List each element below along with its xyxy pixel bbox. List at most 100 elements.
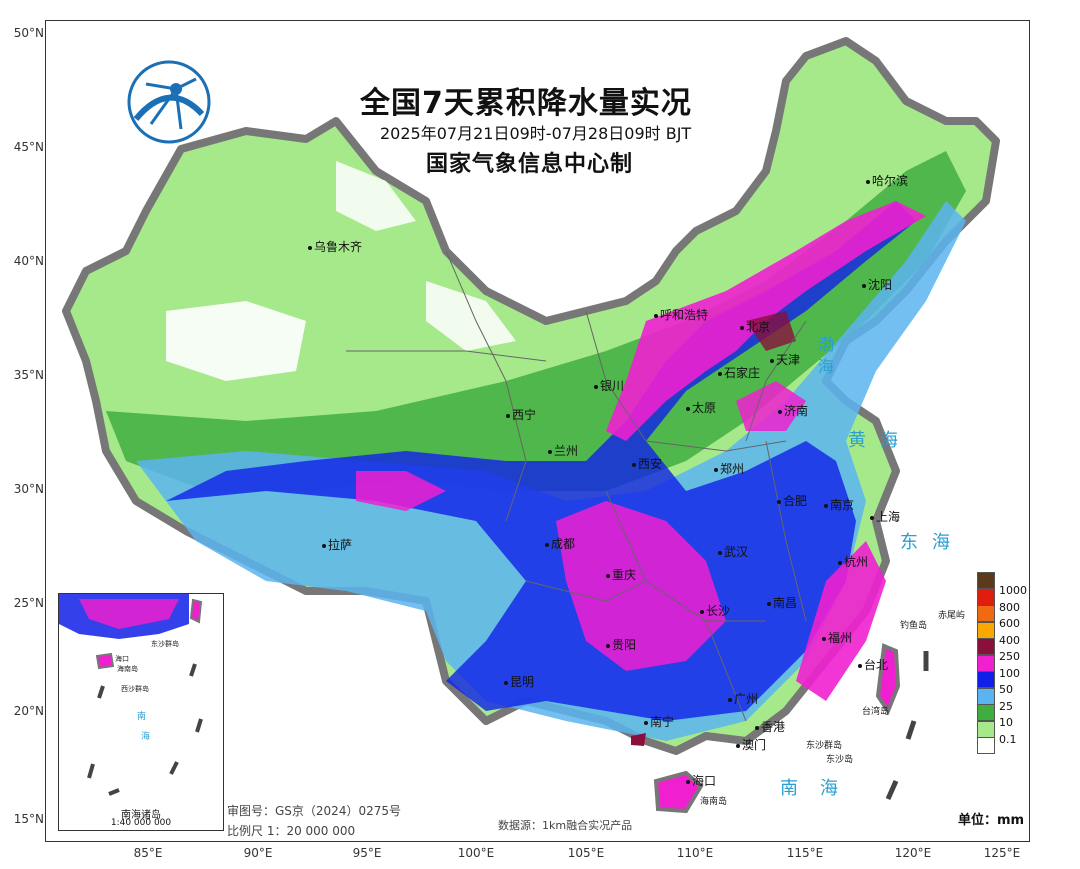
lon-tick-90: 90°E xyxy=(243,846,273,860)
city-label: 杭州 xyxy=(838,553,868,570)
sea-label: 南海 xyxy=(780,778,860,799)
city-label: 郑州 xyxy=(714,460,744,477)
inset-label: 海南岛 xyxy=(117,665,138,673)
legend-swatch xyxy=(977,621,995,639)
city-label: 广州 xyxy=(728,690,758,707)
inset-label: 东沙群岛 xyxy=(151,640,179,648)
legend-swatch xyxy=(977,720,995,738)
legend-label: 1000 xyxy=(999,584,1027,597)
inset-label: 海口 xyxy=(115,655,129,663)
legend-swatch xyxy=(977,704,995,721)
rain-100-250 xyxy=(556,501,726,671)
island-label: 海南岛 xyxy=(700,797,728,807)
city-label: 济南 xyxy=(778,402,808,419)
island-label: 东沙岛 xyxy=(826,755,854,765)
island-label: 东沙群岛 xyxy=(806,741,843,751)
rain-250-400 xyxy=(631,733,646,746)
unit-label: 单位：mm xyxy=(958,813,1025,828)
sea-label: 黄海 xyxy=(848,430,912,451)
lat-tick-20: 20°N xyxy=(13,704,44,718)
lon-tick-125: 125°E xyxy=(983,846,1021,860)
precipitation-map xyxy=(62,37,1000,814)
city-label: 重庆 xyxy=(606,566,636,583)
lat-tick-25: 25°N xyxy=(13,596,44,610)
legend-swatch xyxy=(977,737,995,754)
review-number: 审图号：GS京（2024）0275号 xyxy=(227,804,401,818)
rain-100-250 xyxy=(356,471,446,511)
island-label: 台湾岛 xyxy=(862,707,890,717)
data-source: 数据源：1km融合实况产品 xyxy=(498,819,633,832)
city-label: 呼和浩特 xyxy=(654,306,708,323)
city-label: 北京 xyxy=(740,318,770,335)
city-label: 太原 xyxy=(686,399,716,416)
lat-tick-15: 15°N xyxy=(13,812,44,826)
inset-label: 南 xyxy=(137,712,147,722)
lat-tick-45: 45°N xyxy=(13,140,44,154)
scale-label: 比例尺 1：20 000 000 xyxy=(227,824,356,838)
city-label: 沈阳 xyxy=(862,276,892,293)
legend-label: 10 xyxy=(999,716,1013,729)
city-label: 台北 xyxy=(858,656,888,673)
lon-tick-105: 105°E xyxy=(567,846,605,860)
dry-area xyxy=(336,161,416,231)
lon-tick-85: 85°E xyxy=(133,846,163,860)
lon-tick-120: 120°E xyxy=(894,846,932,860)
city-label: 澳门 xyxy=(736,736,766,753)
city-label: 石家庄 xyxy=(718,364,760,381)
island-label: 赤尾屿 xyxy=(938,611,966,621)
lat-tick-35: 35°N xyxy=(13,368,44,382)
lon-tick-110: 110°E xyxy=(676,846,714,860)
legend-label: 600 xyxy=(999,617,1020,630)
legend-label: 100 xyxy=(999,666,1020,680)
lat-tick-40: 40°N xyxy=(13,254,44,268)
inset-title: 南海诸岛 xyxy=(121,810,161,821)
rain-100-250 xyxy=(796,541,886,701)
city-label: 合肥 xyxy=(777,492,807,509)
city-label: 西安 xyxy=(632,455,662,472)
city-label: 福州 xyxy=(822,629,852,646)
city-label: 贵阳 xyxy=(606,636,636,653)
inset-label: 西沙群岛 xyxy=(121,685,149,693)
city-label: 成都 xyxy=(545,535,575,552)
map-title: 全国7天累积降水量实况 xyxy=(360,86,692,121)
sea-label: 渤海 xyxy=(815,336,834,380)
island-label: 钓鱼岛 xyxy=(900,621,928,631)
lat-tick-50: 50°N xyxy=(13,26,44,40)
boundary-dashes xyxy=(885,651,929,801)
legend-swatch xyxy=(977,671,995,688)
legend-label: 400 xyxy=(999,633,1020,647)
city-label: 南昌 xyxy=(767,594,797,611)
city-label: 南宁 xyxy=(644,713,674,730)
city-label: 银川 xyxy=(594,377,624,394)
legend-swatch xyxy=(977,687,995,705)
legend-label: 250 xyxy=(999,650,1020,663)
legend-label: 50 xyxy=(999,683,1013,696)
legend-label: 800 xyxy=(999,600,1020,614)
legend-swatch xyxy=(977,605,995,622)
lon-tick-115: 115°E xyxy=(786,846,824,860)
map-subtitle: 2025年07月21日09时-07月28日09时 BJT xyxy=(380,124,692,143)
legend-label: 25 xyxy=(999,699,1013,713)
city-label: 海口 xyxy=(686,772,716,789)
city-label: 天津 xyxy=(770,351,800,368)
lon-tick-95: 95°E xyxy=(352,846,382,860)
inset-label: 海 xyxy=(141,732,151,742)
city-label: 香港 xyxy=(755,718,785,735)
city-label: 乌鲁木齐 xyxy=(308,238,362,255)
legend-swatch xyxy=(977,572,995,589)
sea-label: 东海 xyxy=(900,532,964,553)
inset-scale: 1:40 000 000 xyxy=(110,818,172,828)
city-label: 哈尔滨 xyxy=(866,172,908,189)
city-label: 拉萨 xyxy=(322,536,352,553)
legend-swatch xyxy=(977,588,995,606)
legend-swatch xyxy=(977,638,995,655)
city-label: 西宁 xyxy=(506,406,536,423)
city-label: 武汉 xyxy=(718,543,748,560)
south-china-sea-inset: 海口 海南岛 东沙群岛 西沙群岛 南 海 南海诸岛 1:40 000 000 xyxy=(58,593,224,831)
lon-tick-100: 100°E xyxy=(457,846,495,860)
legend-swatch xyxy=(977,654,995,672)
map-frame xyxy=(45,20,1030,842)
city-label: 昆明 xyxy=(504,673,534,690)
city-label: 上海 xyxy=(870,508,900,525)
legend-label: 0.1 xyxy=(999,732,1017,746)
